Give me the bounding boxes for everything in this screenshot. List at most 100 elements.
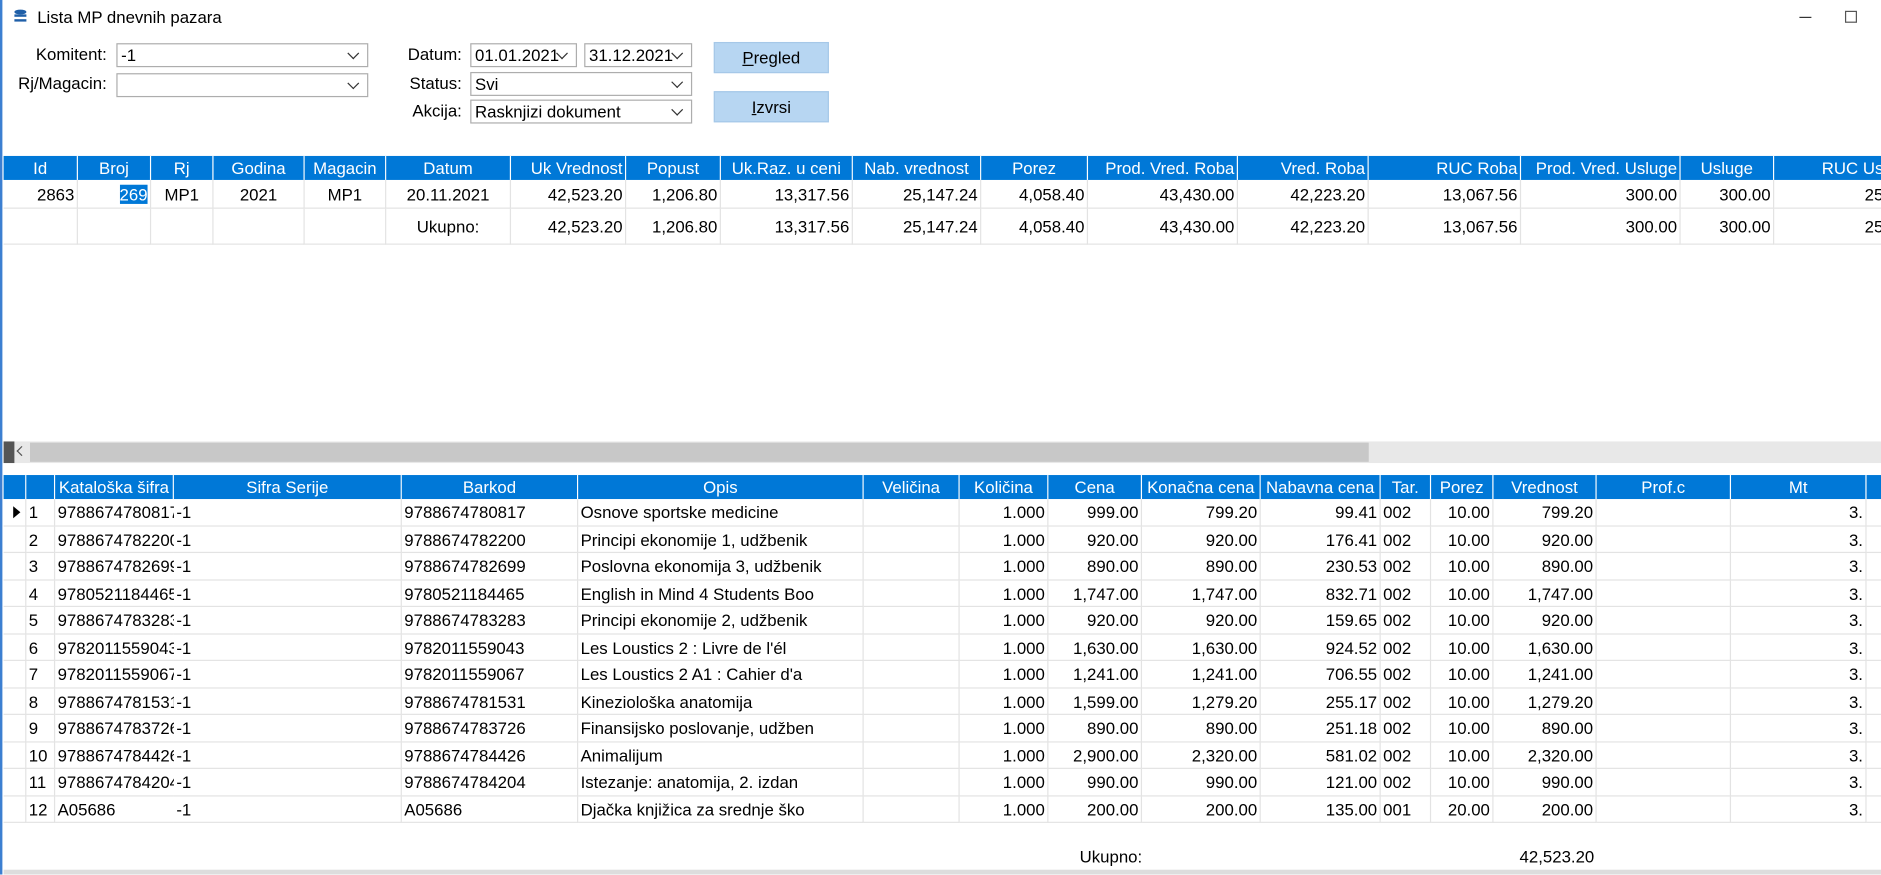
column-header: Porez <box>1431 475 1493 499</box>
grid-cell: 581.02 <box>1261 742 1381 769</box>
grid-cell: 1,747.00 <box>1048 580 1142 607</box>
grid-cell: 9780521184465 <box>55 580 174 607</box>
grid-cell: 2863 <box>4 180 78 209</box>
totals-cell: 300.00 <box>1521 209 1681 245</box>
date-from[interactable]: 01.01.2021 <box>470 43 577 67</box>
grid-cell <box>1867 769 1881 796</box>
grid-cell: 99.41 <box>1261 499 1381 526</box>
pregled-button[interactable]: Pregled <box>714 42 829 73</box>
grid-cell: 002 <box>1381 526 1431 553</box>
column-header: Uk.Raz. u ceni <box>721 156 853 180</box>
grid-cell <box>864 688 960 715</box>
grid-cell <box>1597 526 1731 553</box>
grid-cell: 890.00 <box>1494 553 1597 580</box>
magacin-label: Rj/Magacin: <box>0 73 107 92</box>
grid-cell: 10.00 <box>1431 607 1493 634</box>
grid-cell: 1.000 <box>960 715 1049 742</box>
grid-cell: -1 <box>174 553 402 580</box>
grid-cell: 3. <box>1731 796 1867 823</box>
minimize-button[interactable] <box>1799 17 1811 18</box>
magacin-combo[interactable] <box>116 73 368 97</box>
selected-text: 269 <box>120 185 148 204</box>
grid-cell: 1.000 <box>960 499 1049 526</box>
grid-cell: 1.000 <box>960 553 1049 580</box>
row-indicator <box>4 580 27 607</box>
totals-label: Ukupno: <box>386 209 511 245</box>
grid-cell: 200.00 <box>1048 796 1142 823</box>
grid-cell: Principi ekonomije 1, udžbenik <box>578 526 864 553</box>
column-header: Opis <box>578 475 864 499</box>
komitent-combo[interactable]: -1 <box>116 43 368 67</box>
grid-cell: 002 <box>1381 688 1431 715</box>
grid-cell <box>1597 499 1731 526</box>
column-header <box>4 475 27 499</box>
row-indicator <box>4 634 27 661</box>
grid-cell: -1 <box>174 769 402 796</box>
grid-cell <box>1597 688 1731 715</box>
grid-cell: 1.000 <box>960 769 1049 796</box>
izvrsi-button[interactable]: Izvrsi <box>714 91 829 122</box>
komitent-label: Komitent: <box>0 44 107 63</box>
akcija-value: Rasknjizi dokument <box>475 102 621 121</box>
datum-label: Datum: <box>360 44 462 63</box>
grid-cell <box>151 209 213 245</box>
grid-cell <box>1597 553 1731 580</box>
grid-cell: 11 <box>26 769 55 796</box>
grid-cell: 920.00 <box>1048 526 1142 553</box>
grid-cell: 6 <box>26 634 55 661</box>
date-to-value: 31.12.2021 <box>589 46 673 65</box>
grid-cell: 002 <box>1381 499 1431 526</box>
akcija-combo[interactable]: Rasknjizi dokument <box>470 100 692 124</box>
grid-cell: 002 <box>1381 661 1431 688</box>
status-value: Svi <box>475 74 498 93</box>
grid-cell: 10.00 <box>1431 526 1493 553</box>
grid-cell: 990.00 <box>1142 769 1261 796</box>
date-from-value: 01.01.2021 <box>475 46 559 65</box>
status-label: Status: <box>360 73 462 92</box>
grid-cell: 3. <box>1731 526 1867 553</box>
grid-cell: 3. <box>1731 553 1867 580</box>
column-header: Veličina <box>864 475 960 499</box>
grid-cell: Finansijsko poslovanje, udžben <box>578 715 864 742</box>
grid-cell: 890.00 <box>1048 715 1142 742</box>
grid-cell: 121.00 <box>1261 769 1381 796</box>
grid-cell <box>1867 715 1881 742</box>
grid-cell: 10.00 <box>1431 553 1493 580</box>
grid-cell: 13,067.56 <box>1369 180 1521 209</box>
grid-cell: 920.00 <box>1494 607 1597 634</box>
column-header: Mt <box>1731 475 1867 499</box>
grid-cell: 200.00 <box>1142 796 1261 823</box>
grid-cell: 176.41 <box>1261 526 1381 553</box>
date-to[interactable]: 31.12.2021 <box>584 43 692 67</box>
scrollbar-thumb[interactable] <box>30 443 1369 462</box>
grid-cell: 13,317.56 <box>721 180 853 209</box>
grid-cell: A05686 <box>55 796 174 823</box>
grid-cell <box>1597 715 1731 742</box>
column-header <box>1867 475 1881 499</box>
grid-cell: 9788674782699 <box>55 553 174 580</box>
grid-cell: Principi ekonomije 2, udžbenik <box>578 607 864 634</box>
grid-cell: 3. <box>1731 634 1867 661</box>
grid-cell: 1.000 <box>960 742 1049 769</box>
grid-cell: 135.00 <box>1261 796 1381 823</box>
grid-cell: 4,058.40 <box>981 180 1088 209</box>
grid-cell: Osnove sportske medicine <box>578 499 864 526</box>
grid-cell: 9782011559067 <box>55 661 174 688</box>
column-header: Količina <box>960 475 1049 499</box>
grid-cell: 9 <box>26 715 55 742</box>
grid-cell: -1 <box>174 526 402 553</box>
totals-cell: 300.00 <box>1681 209 1775 245</box>
grid-cell: 890.00 <box>1048 553 1142 580</box>
grid-cell: 10.00 <box>1431 499 1493 526</box>
column-header: Prod. Vred. Usluge <box>1521 156 1681 180</box>
grid-cell <box>1597 742 1731 769</box>
grid-cell: 9782011559067 <box>402 661 578 688</box>
grid-cell: 8 <box>26 688 55 715</box>
grid-cell: 890.00 <box>1494 715 1597 742</box>
grid-cell: Les Loustics 2 : Livre de l'él <box>578 634 864 661</box>
status-combo[interactable]: Svi <box>470 72 692 96</box>
maximize-button[interactable] <box>1845 11 1857 23</box>
column-header: Kataloška šifra <box>55 475 174 499</box>
totals-cell: 1,206.80 <box>626 209 721 245</box>
